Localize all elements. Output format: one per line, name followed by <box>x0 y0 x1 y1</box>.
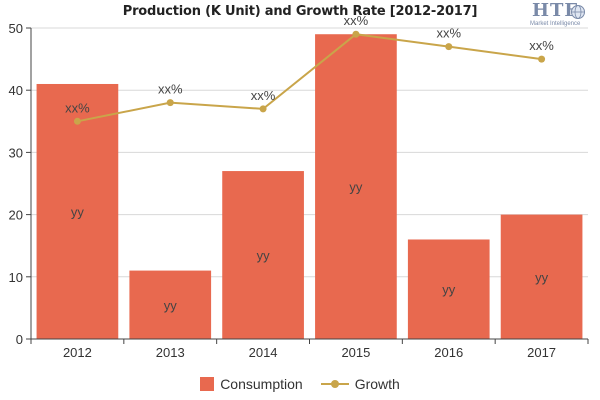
bar-data-label: yy <box>349 180 363 195</box>
growth-data-label: xx% <box>529 38 554 53</box>
growth-line <box>77 33 542 123</box>
growth-point-2014 <box>259 105 267 113</box>
chart-legend: Consumption Growth <box>0 376 600 392</box>
legend-swatch-bar <box>200 377 215 391</box>
x-tick-label: 2015 <box>341 345 370 360</box>
logo-main-text: HTF <box>532 0 579 21</box>
logo-sub-text: Market Intelligence <box>530 21 581 27</box>
bar-2012 <box>36 83 119 339</box>
chart-title: Production (K Unit) and Growth Rate [201… <box>122 4 478 19</box>
growth-point-2015 <box>352 30 360 38</box>
bar-2015 <box>315 34 397 339</box>
growth-point-2017 <box>538 55 546 63</box>
legend-label: Consumption <box>220 376 303 392</box>
growth-point-2012 <box>73 117 81 125</box>
legend-swatch-line <box>320 377 349 391</box>
growth-data-label: xx% <box>344 13 369 28</box>
bar-2017 <box>500 214 583 339</box>
line-series <box>73 30 546 125</box>
growth-data-label: xx% <box>251 88 276 103</box>
htf-logo: HTF Market Intelligence <box>528 0 592 32</box>
y-tick-label: 40 <box>9 83 23 98</box>
x-tick-label: 2017 <box>527 345 556 360</box>
x-tick-label: 2012 <box>63 345 92 360</box>
bar-2013 <box>129 270 212 339</box>
growth-point-2016 <box>445 43 453 51</box>
legend-item-consumption[interactable]: Consumption <box>200 376 303 392</box>
axes: 0 10 20 30 40 50 2012 2013 2014 2015 2016 2017 <box>9 21 589 360</box>
bar-series <box>36 34 583 339</box>
bar-2016 <box>407 239 490 339</box>
bar-data-label: yy <box>535 270 549 285</box>
y-tick-label: 50 <box>9 21 23 36</box>
bar-data-label: yy <box>257 248 271 263</box>
grid-lines <box>31 27 588 278</box>
x-tick-label: 2014 <box>249 345 278 360</box>
legend-item-growth[interactable]: Growth <box>320 376 400 392</box>
x-tick-label: 2013 <box>156 345 185 360</box>
growth-data-label: xx% <box>158 82 183 97</box>
x-tick-label: 2016 <box>434 345 463 360</box>
bar-data-label: yy <box>71 204 85 219</box>
growth-data-label: xx% <box>65 100 90 115</box>
y-tick-label: 30 <box>9 145 23 160</box>
bar-data-label: yy <box>164 298 178 313</box>
bar-data-label: yy <box>442 282 456 297</box>
growth-data-label: xx% <box>436 26 461 41</box>
data-labels: yy yy yy yy yy yy xx% xx% xx% xx% xx% xx% <box>65 13 554 313</box>
growth-point-2013 <box>166 99 174 107</box>
legend-label: Growth <box>354 376 400 392</box>
y-tick-label: 20 <box>9 208 23 223</box>
y-tick-label: 0 <box>16 332 23 347</box>
bar-2014 <box>222 171 304 339</box>
y-tick-label: 10 <box>9 270 23 285</box>
globe-icon <box>571 5 585 19</box>
